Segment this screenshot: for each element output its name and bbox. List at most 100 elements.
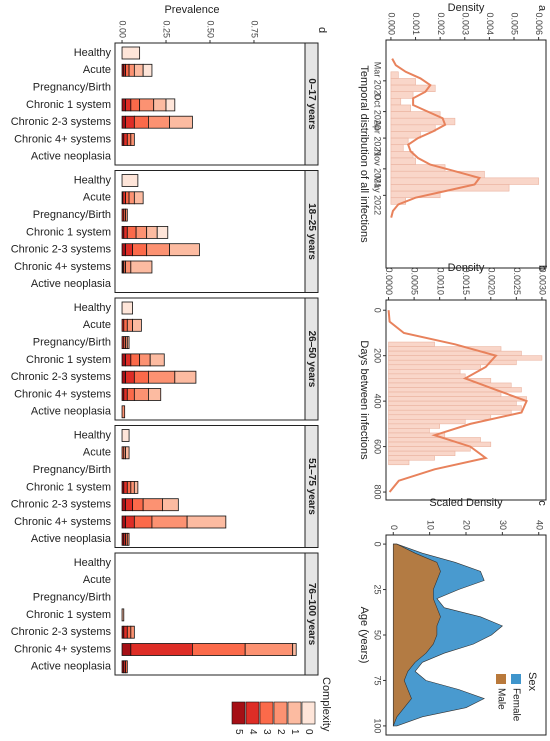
- bar-segment: [133, 370, 149, 384]
- bar-segment: [169, 115, 193, 129]
- bar-segment: [121, 405, 126, 419]
- category-label: Acute: [83, 192, 111, 204]
- bar-segment: [121, 98, 126, 112]
- density-curve: [387, 310, 528, 493]
- histogram-bar: [390, 137, 409, 146]
- bar-segment: [123, 388, 128, 401]
- axis-tick-label: 600: [373, 439, 383, 454]
- bar-segment: [123, 225, 128, 239]
- category-label: Chronic 2-3 systems: [11, 371, 112, 383]
- bar-segment: [186, 515, 227, 529]
- histogram-bar: [388, 373, 466, 379]
- value-axis-title: Density: [448, 262, 485, 274]
- histogram-bar: [388, 391, 502, 397]
- bar-segment: [130, 353, 141, 367]
- category-label: Pregnancy/Birth: [33, 337, 111, 349]
- axis-tick-label: Nov 2021: [373, 150, 383, 189]
- bar-segment: [292, 643, 297, 656]
- axis-tick-label: 100: [373, 718, 383, 733]
- histogram-bar: [388, 450, 456, 456]
- histogram-bar: [388, 364, 481, 370]
- bar-segment: [130, 98, 141, 112]
- histogram-bar: [388, 341, 435, 347]
- facet-strip: [304, 42, 319, 166]
- facet-strip: [304, 170, 319, 293]
- facet-label: 51–75 years: [306, 458, 317, 515]
- bar-segment: [153, 98, 167, 112]
- histogram-bar: [388, 455, 435, 461]
- histogram-bar: [388, 400, 517, 406]
- category-label: Acute: [83, 319, 111, 331]
- bar-segment: [126, 388, 135, 401]
- bar-segment: [156, 225, 169, 239]
- legend-swatch: [301, 701, 316, 725]
- legend-label: 4: [247, 729, 258, 735]
- histogram-bar: [390, 124, 436, 132]
- legend-swatch: [231, 701, 246, 725]
- axis-tick-label: Apr 2021: [373, 120, 383, 157]
- bar-segment: [133, 115, 149, 129]
- histogram-bar: [388, 459, 410, 466]
- bar-segment: [165, 98, 176, 112]
- bar-segment: [126, 336, 130, 350]
- histogram-bar: [390, 144, 404, 152]
- bar-segment: [121, 115, 126, 129]
- category-label: Acute: [83, 447, 111, 459]
- bar-segment: [128, 191, 135, 205]
- histogram-bar: [388, 423, 440, 429]
- value-tick-label: 40: [534, 520, 544, 530]
- bar-segment: [125, 98, 132, 112]
- category-label: Chronic 2-3 systems: [11, 116, 112, 128]
- bar-segment: [148, 370, 176, 384]
- legend-swatch: [511, 674, 521, 684]
- value-tick-label: 0.0005: [410, 267, 420, 295]
- legend-label: Female: [510, 688, 521, 722]
- value-tick-label: 0.004: [485, 12, 495, 35]
- bar-segment: [149, 353, 165, 367]
- value-tick-label: 10: [425, 520, 435, 530]
- value-tick-label: 0.001: [411, 12, 421, 35]
- category-label: Chronic 2-3 systems: [11, 244, 112, 256]
- bar-segment: [123, 480, 128, 494]
- category-label: Chronic 1 system: [26, 609, 111, 621]
- histogram-bar: [390, 177, 539, 185]
- value-tick-label: 0.0000: [384, 267, 394, 295]
- bar-segment: [121, 515, 126, 529]
- axis-tick-label: 0: [373, 542, 383, 547]
- axis-tick-label: 200: [373, 348, 383, 363]
- bar-segment: [121, 174, 139, 187]
- histogram-bar: [388, 405, 522, 411]
- bar-segment: [126, 480, 132, 494]
- category-label: Pregnancy/Birth: [33, 464, 111, 476]
- facet-frame: [114, 425, 306, 548]
- value-axis-title: Density: [448, 2, 485, 14]
- bar-segment: [121, 643, 132, 656]
- facet-label: 76–100 years: [306, 583, 317, 646]
- category-label: Healthy: [74, 302, 112, 314]
- category-label: Chronic 2-3 systems: [11, 626, 112, 638]
- legend-label: 0: [303, 729, 314, 735]
- category-label: Chronic 1 system: [26, 481, 111, 493]
- histogram-bar: [388, 446, 471, 452]
- axis-tick-label: 50: [373, 630, 383, 640]
- value-tick-label: 0.000: [387, 12, 397, 35]
- bar-segment: [121, 353, 126, 367]
- category-label: Chronic 2-3 systems: [11, 499, 112, 511]
- bar-segment: [125, 115, 135, 129]
- bar-segment: [125, 515, 135, 529]
- value-tick-label: 0.25: [162, 20, 172, 38]
- bar-segment: [126, 133, 132, 146]
- value-tick-label: 0.005: [510, 12, 520, 35]
- category-label: Active neoplasia: [31, 406, 112, 418]
- value-tick-label: 0.75: [250, 20, 260, 38]
- axis-tick-label: 0: [373, 308, 383, 313]
- bar-segment: [139, 98, 155, 112]
- bar-segment: [123, 318, 128, 332]
- histogram-bar: [390, 78, 416, 86]
- bar-segment: [125, 353, 132, 367]
- bar-segment: [125, 208, 128, 222]
- histogram-bar: [388, 419, 466, 425]
- value-tick-label: 0.0025: [512, 267, 522, 295]
- density-curve: [390, 58, 482, 218]
